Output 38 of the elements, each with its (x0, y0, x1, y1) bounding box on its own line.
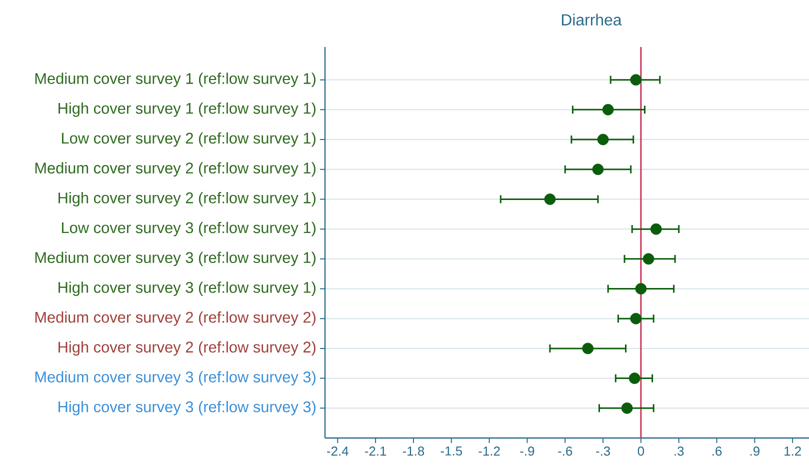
y-tick-label: Medium cover survey 1 (ref:low survey 1) (35, 72, 316, 88)
point (544, 194, 556, 205)
x-tick-label: -.6 (558, 446, 572, 456)
y-tick-label: High cover survey 1 (ref:low survey 1) (58, 102, 316, 117)
x-tick-label: -1.2 (478, 446, 500, 456)
y-tick-label: Low cover survey 2 (ref:low survey 1) (62, 132, 316, 147)
x-tick-label: -1.8 (402, 446, 424, 456)
y-tick-label: Medium cover survey 3 (ref:low survey 1) (35, 252, 316, 266)
x-tick-label: 1.2 (784, 446, 801, 456)
y-tick-label: Medium cover survey 2 (ref:low survey 2) (35, 311, 316, 326)
x-tick-label: -2.1 (364, 446, 386, 456)
point (650, 223, 662, 235)
y-tick-label: Medium cover survey 2 (ref:low survey 1) (35, 162, 316, 177)
y-tick-label: High cover survey 3 (ref:low survey 3) (58, 400, 316, 416)
point (630, 74, 642, 86)
chart-title: Diarrhea (562, 14, 622, 26)
point (592, 164, 604, 176)
y-tick-label: High cover survey 2 (ref:low survey 2) (58, 341, 316, 356)
point (602, 104, 614, 116)
x-tick-label: .6 (712, 446, 722, 456)
point (597, 134, 609, 146)
point (621, 402, 633, 414)
point (582, 342, 594, 354)
point (630, 312, 642, 324)
y-tick-label: High cover survey 3 (ref:low survey 1) (58, 282, 316, 296)
y-tick-label: High cover survey 2 (ref:low survey 1) (58, 192, 316, 206)
x-tick-label: -.9 (520, 446, 534, 456)
x-tick-label: .9 (750, 446, 760, 456)
y-tick-label: Medium cover survey 3 (ref:low survey 3) (35, 371, 316, 386)
x-tick-label: .3 (674, 446, 684, 456)
y-tick-label: Low cover survey 3 (ref:low survey 1) (62, 222, 316, 236)
point (642, 253, 654, 265)
point (635, 283, 647, 294)
point (628, 372, 640, 384)
x-tick-label: -.3 (596, 446, 610, 456)
x-tick-label: -1.5 (440, 446, 462, 456)
x-tick-label: 0 (638, 446, 644, 456)
x-tick-label: -2.4 (327, 446, 348, 456)
